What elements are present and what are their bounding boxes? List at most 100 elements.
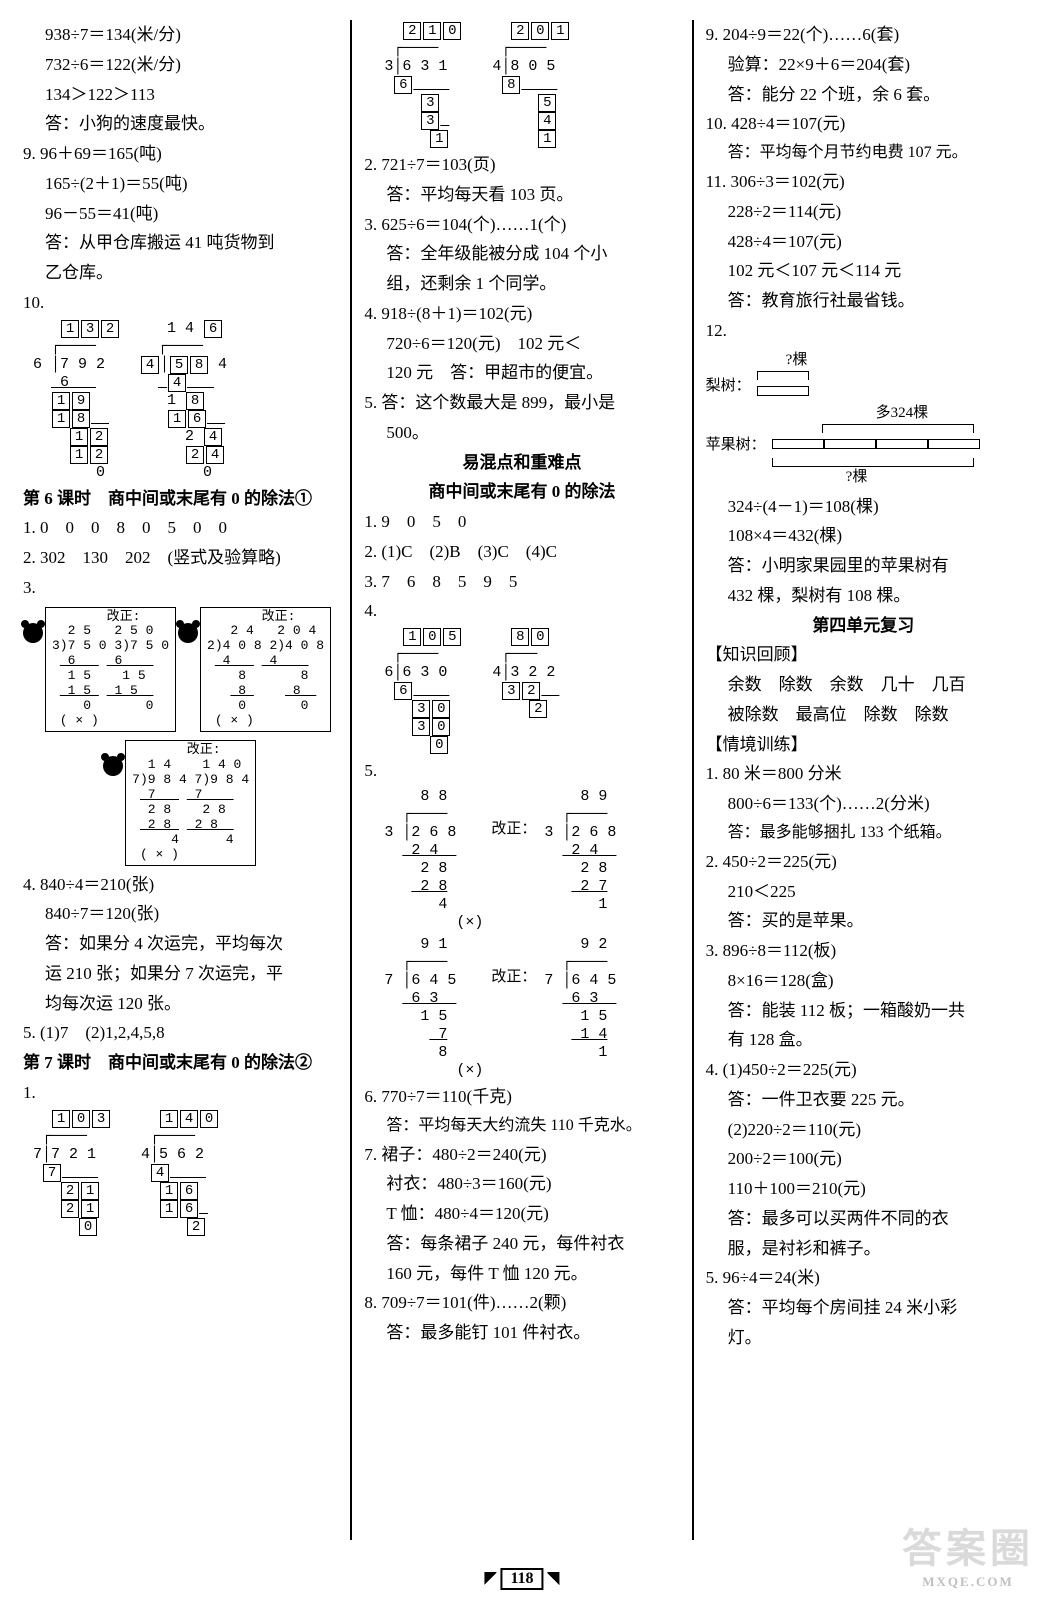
column-2: 210 ┌──── 3│6 3 1 6 3 3 1 201 ┌──── 4│8 … [356,20,687,1540]
long-division-pair: 103 ┌──── 7│7 2 1 7 21 21 0 140 ┌──── 4│… [23,1108,338,1238]
long-division: 103 ┌──── 7│7 2 1 7 21 21 0 [33,1108,111,1238]
tree-diagram: ?棵 梨树： 多324棵 苹果树： ?棵 [706,346,1021,492]
text-line: 3. 896÷8＝112(板) [706,936,1021,966]
text-line: 4. 840÷4＝210(张) [23,870,338,900]
text-line: 答：能分 22 个班，余 6 套。 [706,80,1021,110]
text-line: 1. 9 0 5 0 [364,507,679,537]
text-line: 4. [364,596,679,626]
long-division-pair: 210 ┌──── 3│6 3 1 6 3 3 1 201 ┌──── 4│8 … [364,20,679,150]
diagram-label: ?棵 [706,467,1021,488]
text-line: 120 元 答：甲超市的便宜。 [364,358,679,388]
section-heading: 易混点和重难点 [364,448,679,478]
text-line: 12. [706,316,1021,346]
column-1: 938÷7＝134(米/分) 732÷6＝122(米/分) 134＞122＞11… [15,20,346,1540]
section-title: 第 6 课时 商中间或末尾有 0 的除法① [23,484,338,514]
text-line: 【情境训练】 [706,730,1021,760]
text-line: 答：从甲仓库搬运 41 吨货物到 [23,228,338,258]
text-line: 答：小狗的速度最快。 [23,109,338,139]
long-division: 80 ┌─── 4│3 2 2 32 2 [492,626,559,756]
long-division-pair: 132 ┌──── 6 │7 9 2 6 19 18 12 12 0 1 4 6… [23,318,338,484]
text-line: 732÷6＝122(米/分) [23,50,338,80]
diagram-label: 梨树： [706,376,751,397]
text-line: 432 棵，梨树有 108 棵。 [706,581,1021,611]
long-division: 9 1 ┌──── 7 │6 4 5 6 3 1 5 7 8 (×) [384,934,483,1082]
text-line: 5. 96÷4＝24(米) [706,1263,1021,1293]
text-line: 110＋100＝210(元) [706,1174,1021,1204]
long-division: 8 8 ┌──── 3 │2 6 8 2 4 2 8 2 8 4 (×) [384,786,483,934]
text-line: 均每次运 120 张。 [23,989,338,1019]
text-line: 有 128 盒。 [706,1025,1021,1055]
correction-pair: 9 1 ┌──── 7 │6 4 5 6 3 1 5 7 8 (×) 改正： 9… [364,934,679,1082]
text-line: 8. 709÷7＝101(件)……2(颗) [364,1288,679,1318]
correction-box: 改正: 1 4 1 4 0 7)9 8 4 7)9 8 4 7 7 2 8 2 … [125,740,256,866]
text-line: 1. 0 0 0 8 0 5 0 0 [23,513,338,543]
text-line: (2)220÷2＝110(元) [706,1115,1021,1145]
text-line: 324÷(4－1)＝108(棵) [706,492,1021,522]
text-line: 2. 302 130 202 (竖式及验算略) [23,543,338,573]
text-line: 2. 721÷7＝103(页) [364,150,679,180]
long-division: 132 ┌──── 6 │7 9 2 6 19 18 12 12 0 [33,318,120,484]
long-division: 140 ┌──── 4│5 6 2 4 16 16 2 [141,1108,219,1238]
text-line: 答：全年级能被分成 104 个小 [364,239,679,269]
bear-icon [178,623,198,643]
text-line: 运 210 张；如果分 7 次运完，平 [23,959,338,989]
text-line: 答：教育旅行社最省钱。 [706,286,1021,316]
flag-icon [484,1572,496,1586]
text-line: 200÷2＝100(元) [706,1144,1021,1174]
text-line: 答：买的是苹果。 [706,906,1021,936]
flag-icon [548,1572,560,1586]
text-line: 4. (1)450÷2＝225(元) [706,1055,1021,1085]
text-line: 840÷7＝120(张) [23,899,338,929]
long-division: 9 2 ┌──── 7 │6 4 5 6 3 1 5 1 4 1 [544,934,616,1064]
text-line: 乙仓库。 [23,258,338,288]
diagram-label: ?棵 [706,350,1021,371]
text-line: 500。 [364,418,679,448]
text-line: 1. 80 米＝800 分米 [706,759,1021,789]
text-line: 衬衣：480÷3＝160(元) [364,1169,679,1199]
text-line: 灯。 [706,1323,1021,1353]
text-line: 6. 770÷7＝110(千克) [364,1082,679,1112]
page-number: 118 [484,1568,559,1590]
text-line: 答：一件卫衣要 225 元。 [706,1085,1021,1115]
text-line: 答：平均每天大约流失 110 千克水。 [364,1112,679,1140]
long-division: 210 ┌──── 3│6 3 1 6 3 3 1 [384,20,462,150]
section-heading: 商中间或末尾有 0 的除法 [364,477,679,507]
watermark-sub: MXQE.COM [902,1574,1034,1590]
text-line: 答：能装 112 板；一箱酸奶一共 [706,996,1021,1026]
section-title: 第 7 课时 商中间或末尾有 0 的除法② [23,1048,338,1078]
text-line: 答：最多可以买两件不同的衣 [706,1204,1021,1234]
text-line: 组，还剩余 1 个同学。 [364,269,679,299]
text-line: 答：最多能钉 101 件衬衣。 [364,1318,679,1348]
text-line: 被除数 最高位 除数 除数 [706,700,1021,730]
text-line: 10. [23,288,338,318]
text-line: 【知识回顾】 [706,640,1021,670]
long-division: 8 9 ┌──── 3 │2 6 8 2 4 2 8 2 7 1 [544,786,616,916]
text-line: 答：平均每个月节约电费 107 元。 [706,139,1021,167]
bear-icon [103,756,123,776]
text-line: 9. 204÷9＝22(个)……6(套) [706,20,1021,50]
text-line: 4. 918÷(8＋1)＝102(元) [364,299,679,329]
text-line: 验算：22×9＋6＝204(套) [706,50,1021,80]
correction-box: 改正: 2 5 2 5 0 3)7 5 0 3)7 5 0 6 6 1 5 1 … [45,607,176,733]
text-line: 108×4＝432(棵) [706,521,1021,551]
text-line: 165÷(2＋1)＝55(吨) [23,169,338,199]
text-line: 答：平均每天看 103 页。 [364,180,679,210]
text-line: 428÷4＝107(元) [706,227,1021,257]
text-line: 余数 除数 余数 几十 几百 [706,670,1021,700]
text-line: 2. (1)C (2)B (3)C (4)C [364,537,679,567]
text-line: 720÷6＝120(元) 102 元＜ [364,329,679,359]
text-line: 96－55＝41(吨) [23,199,338,229]
text-line: 3. [23,573,338,603]
text-line: 800÷6＝133(个)……2(分米) [706,789,1021,819]
watermark: 答案圈 MXQE.COM [902,1516,1034,1590]
column-3: 9. 204÷9＝22(个)……6(套) 验算：22×9＋6＝204(套) 答：… [698,20,1029,1540]
column-divider [350,20,352,1540]
text-line: T 恤：480÷4＝120(元) [364,1199,679,1229]
text-line: 134＞122＞113 [23,80,338,110]
text-line: 3. 7 6 8 5 9 5 [364,567,679,597]
text-line: 答：每条裙子 240 元，每件衬衣 [364,1229,679,1259]
text-line: 160 元，每件 T 恤 120 元。 [364,1259,679,1289]
long-division: 201 ┌──── 4│8 0 5 8 5 4 1 [492,20,570,150]
text-line: 答：如果分 4 次运完，平均每次 [23,929,338,959]
text-line: 2. 450÷2＝225(元) [706,847,1021,877]
